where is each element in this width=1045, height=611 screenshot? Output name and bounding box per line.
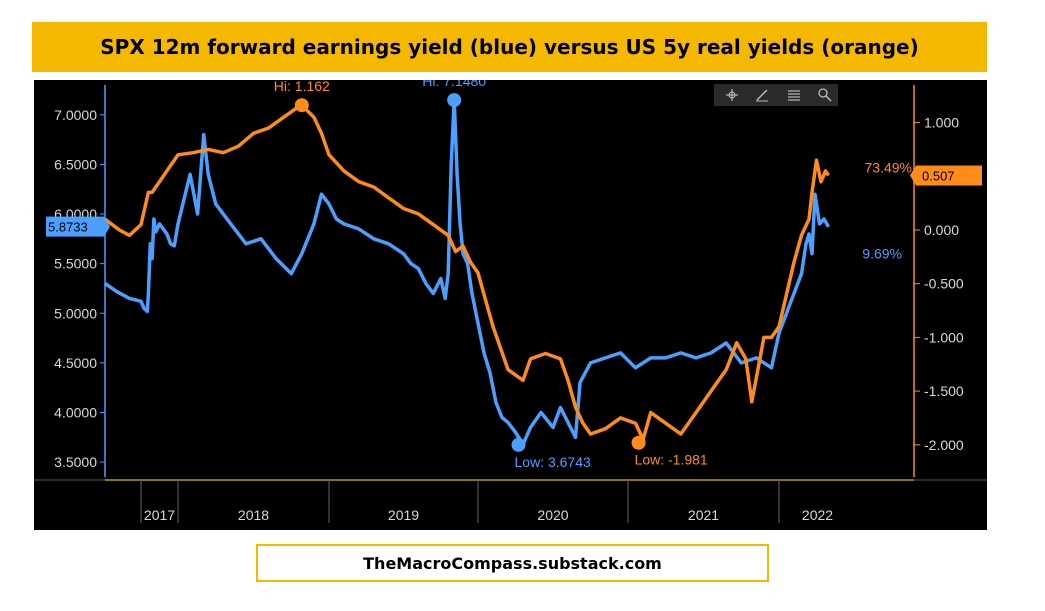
table-icon[interactable]: [788, 90, 800, 101]
low-marker-orange: [631, 435, 646, 450]
blue-change-label: 9.69%: [862, 246, 902, 262]
hi-marker-blue: [447, 93, 462, 108]
hi-label-orange: Hi: 1.162: [274, 80, 330, 94]
right-tick-label: 0.000: [924, 222, 959, 238]
chart-title-banner: SPX 12m forward earnings yield (blue) ve…: [32, 22, 987, 72]
left-tick-label: 3.5000: [54, 454, 97, 470]
right-tick-label: 1.000: [924, 115, 959, 131]
x-tick-label: 2022: [802, 507, 833, 523]
draw-icon[interactable]: [756, 89, 768, 102]
chart-title: SPX 12m forward earnings yield (blue) ve…: [100, 35, 919, 59]
x-tick-label: 2017: [144, 507, 175, 523]
low-marker-blue: [511, 437, 526, 452]
left-tick-label: 6.5000: [54, 156, 97, 172]
series-line-orange: [103, 104, 830, 442]
footer-banner: TheMacroCompass.substack.com: [256, 544, 769, 582]
low-label-orange: Low: -1.981: [635, 452, 708, 468]
toolbar-background: [714, 84, 838, 106]
right-tick-label: -2.000: [924, 437, 964, 453]
orange-current-tag: [916, 165, 982, 186]
orange-current-value: 0.507: [922, 169, 955, 184]
x-tick-label: 2020: [537, 507, 568, 523]
right-tick-label: -1.000: [924, 329, 964, 345]
footer-text: TheMacroCompass.substack.com: [363, 553, 662, 573]
series-line-blue: [104, 98, 831, 447]
x-tick-label: 2021: [688, 507, 719, 523]
left-tick-label: 5.5000: [54, 256, 97, 272]
low-label-blue: Low: 3.6743: [515, 454, 591, 470]
chart-svg: 7.00006.50006.00005.50005.00004.50004.00…: [34, 73, 987, 523]
left-tick-label: 7.0000: [54, 107, 97, 123]
blue-current-value: 5.8733: [48, 220, 88, 235]
left-tick-label: 5.0000: [54, 305, 97, 321]
blue-current-tag: [46, 216, 104, 237]
left-tick-label: 4.5000: [54, 355, 97, 371]
right-tick-label: -1.500: [924, 383, 964, 399]
orange-change-label: 73.49%: [865, 160, 912, 176]
x-tick-label: 2018: [238, 507, 269, 523]
orange-current-tag-arrow: [910, 165, 916, 186]
crosshair-icon[interactable]: [726, 89, 738, 101]
hi-label-blue: Hi: 7.1480: [422, 80, 486, 89]
x-tick-label: 2019: [388, 507, 419, 523]
chart-toolbar: [714, 84, 838, 106]
blue-current-tag-arrow: [104, 216, 110, 237]
chart-panel: 7.0000 6.5000 6.0000 5.5000 5.0000 4.5000 4.00…: [34, 73, 987, 530]
hi-marker-orange: [294, 98, 309, 113]
right-tick-label: -0.500: [924, 276, 964, 292]
left-tick-label: 4.0000: [54, 404, 97, 420]
zoom-icon[interactable]: [818, 88, 832, 102]
